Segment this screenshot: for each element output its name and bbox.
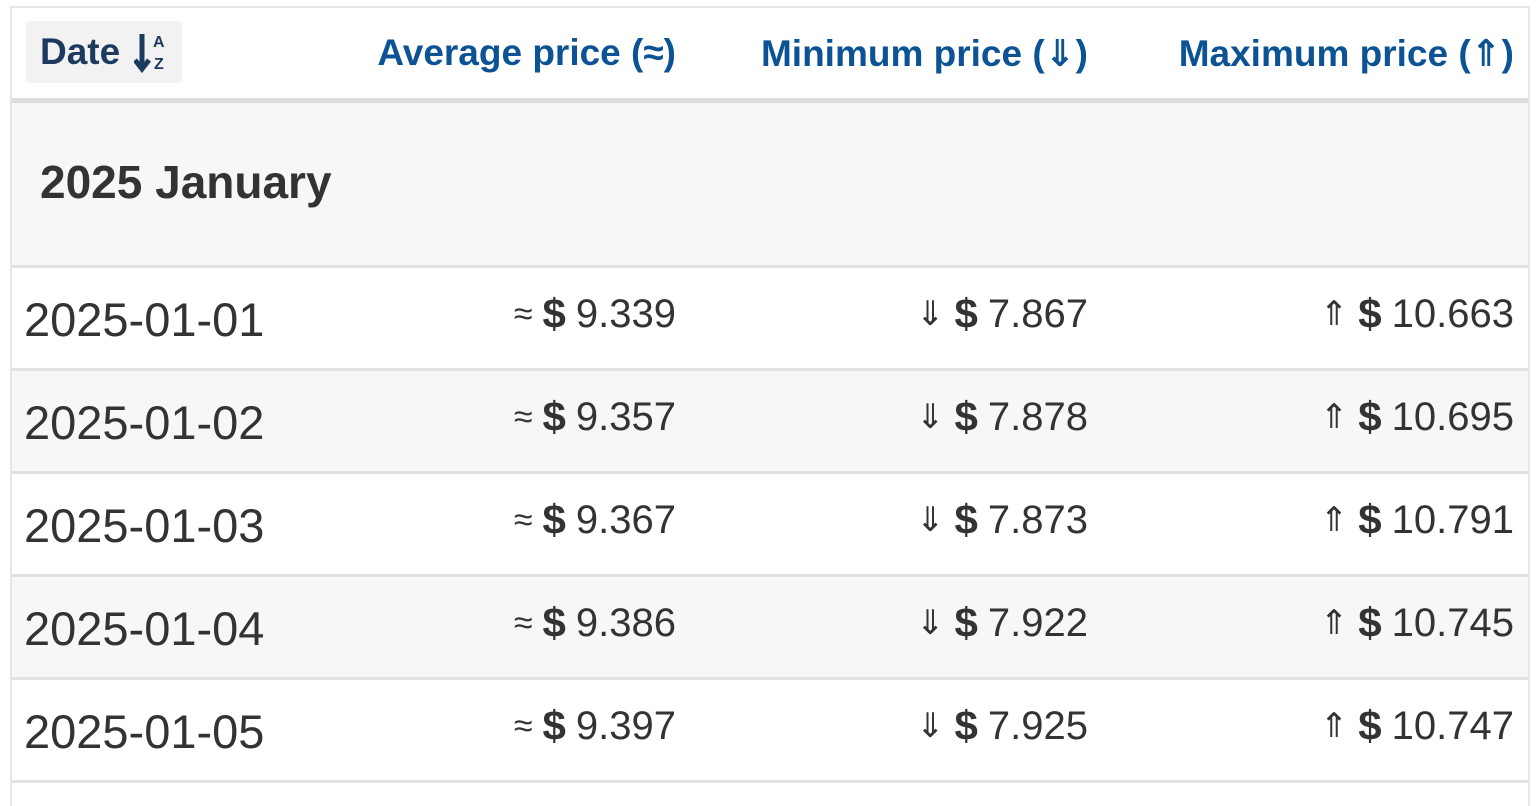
average-price-cell: ≈ $9.339 [514,290,676,338]
date-cell: 2025-01-01 [24,293,265,346]
currency-symbol: $ [1358,290,1382,337]
table-row: 2025-01-02 ≈ $9.357 ⇓ $7.878 ⇑ $10.695 [12,371,1528,474]
average-price-cell: ≈ $9.357 [514,393,676,441]
currency-symbol: $ [1358,393,1382,440]
minimum-price-value: 7.873 [987,497,1088,542]
maximum-price-cell: ⇑ $10.695 [1320,393,1514,441]
maximum-price-cell: ⇑ $10.745 [1320,599,1514,647]
table-row: 2025-01-03 ≈ $9.367 ⇓ $7.873 ⇑ $10.791 [12,474,1528,577]
minimum-price-value: 7.922 [987,600,1088,645]
double-arrow-down-icon: ⇓ [916,295,945,333]
minimum-price-cell: ⇓ $7.873 [916,496,1088,544]
double-arrow-down-icon: ⇓ [916,398,945,436]
currency-symbol: $ [954,393,978,440]
double-arrow-up-icon: ⇑ [1319,501,1349,539]
minimum-price-cell: ⇓ $7.867 [916,290,1088,338]
minimum-price-cell: ⇓ $7.878 [916,393,1088,441]
average-price-value: 9.357 [575,394,676,439]
double-arrow-up-icon: ⇑ [1319,295,1349,333]
average-price-value: 9.367 [575,497,676,542]
date-cell: 2025-01-05 [24,705,265,758]
approx-icon: ≈ [513,397,533,436]
double-arrow-down-icon: ⇓ [916,604,945,642]
minimum-price-cell: ⇓ $7.925 [916,702,1088,750]
currency-symbol: $ [954,599,978,646]
table-header-row: Date A Z Average price (≈) Minimum price… [12,8,1528,103]
minimum-price-value: 7.867 [987,291,1088,336]
maximum-price-value: 10.791 [1391,497,1514,542]
maximum-price-cell: ⇑ $10.747 [1320,702,1514,750]
double-arrow-down-icon: ⇓ [916,707,945,745]
average-price-cell: ≈ $9.386 [514,599,676,647]
minimum-price-value: 7.878 [987,394,1088,439]
average-price-cell: ≈ $9.367 [514,496,676,544]
average-price-column-header[interactable]: Average price (≈) [377,32,676,73]
price-table: Date A Z Average price (≈) Minimum price… [10,6,1530,806]
average-price-value: 9.386 [575,600,676,645]
double-arrow-down-icon: ⇓ [916,501,945,539]
table-row: 2025-01-04 ≈ $9.386 ⇓ $7.922 ⇑ $10.745 [12,577,1528,680]
currency-symbol: $ [954,702,978,749]
average-price-value: 9.397 [575,703,676,748]
date-cell: 2025-01-03 [24,499,265,552]
double-arrow-up-icon: ⇑ [1319,398,1349,436]
double-arrow-up-icon: ⇑ [1319,707,1349,745]
approx-icon: ≈ [513,500,533,539]
minimum-price-column-header[interactable]: Minimum price (⇓) [760,32,1088,74]
approx-icon: ≈ [513,706,533,745]
minimum-price-cell: ⇓ $7.922 [916,599,1088,647]
date-cell: 2025-01-04 [24,602,265,655]
currency-symbol: $ [542,599,566,646]
date-cell: 2025-01-02 [24,396,265,449]
average-price-value: 9.339 [575,291,676,336]
currency-symbol: $ [542,496,566,543]
table-row: 2025-01-05 ≈ $9.397 ⇓ $7.925 ⇑ $10.747 [12,680,1528,783]
double-arrow-up-icon: ⇑ [1319,604,1349,642]
svg-text:Z: Z [154,56,164,73]
approx-icon: ≈ [513,294,533,333]
svg-text:A: A [153,34,165,51]
date-column-header[interactable]: Date A Z [26,21,183,83]
table-row: 2025-01-01 ≈ $9.339 ⇓ $7.867 ⇑ $10.663 [12,268,1528,371]
maximum-price-cell: ⇑ $10.663 [1320,290,1514,338]
currency-symbol: $ [542,290,566,337]
currency-symbol: $ [1358,599,1382,646]
month-group-row: 2025 January [12,103,1528,268]
approx-icon: ≈ [513,603,533,642]
currency-symbol: $ [1358,496,1382,543]
maximum-price-value: 10.695 [1391,394,1514,439]
sort-alpha-az-icon: A Z [134,30,168,74]
maximum-price-column-header[interactable]: Maximum price (⇑) [1178,32,1514,74]
currency-symbol: $ [1358,702,1382,749]
maximum-price-value: 10.747 [1391,703,1514,748]
minimum-price-value: 7.925 [987,703,1088,748]
date-header-label: Date [40,31,121,72]
currency-symbol: $ [542,702,566,749]
maximum-price-cell: ⇑ $10.791 [1320,496,1514,544]
currency-symbol: $ [542,393,566,440]
currency-symbol: $ [954,496,978,543]
currency-symbol: $ [954,290,978,337]
month-group-label: 2025 January [40,156,332,208]
maximum-price-value: 10.745 [1391,600,1514,645]
maximum-price-value: 10.663 [1391,291,1514,336]
average-price-cell: ≈ $9.397 [514,702,676,750]
